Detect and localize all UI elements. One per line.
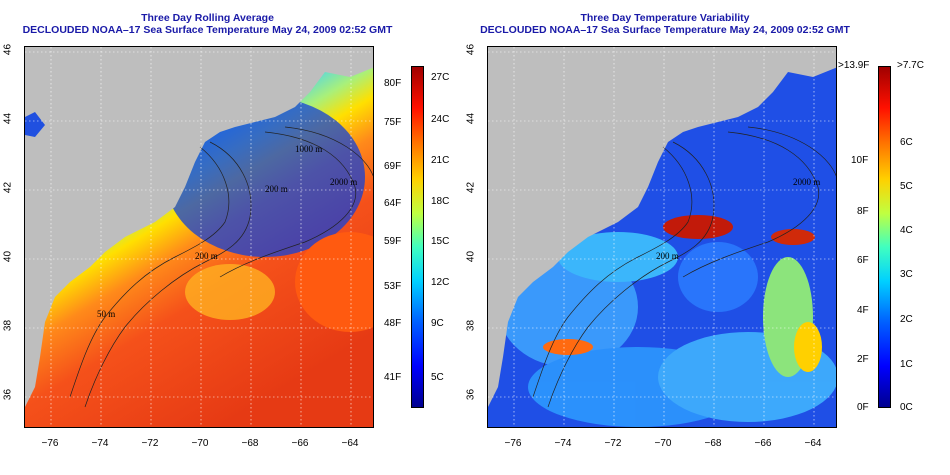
colorbar-f-label: >13.9F: [838, 60, 870, 71]
y-tick-label: 46: [465, 43, 477, 56]
left-map: 1000 m 2000 m 200 m 200 m 50 m: [24, 46, 374, 428]
x-tick-label: −70: [654, 438, 672, 449]
contour-50m: [69, 146, 230, 398]
colorbar-c-label: 5C: [900, 181, 913, 192]
left-title-line2: DECLOUDED NOAA–17 Sea Surface Temperatur…: [22, 24, 393, 36]
colorbar-c-label: >7.7C: [897, 60, 924, 71]
contour-label: 50 m: [97, 309, 115, 319]
right-map-svg: 2000 m 200 m: [488, 47, 836, 427]
colorbar-c-label: 0C: [900, 402, 913, 413]
colorbar-c-label: 15C: [431, 236, 450, 247]
colorbar-c-label: 21C: [431, 155, 450, 166]
y-tick-label: 38: [465, 319, 477, 332]
colorbar-c-label: 4C: [900, 225, 913, 236]
land-mass: [488, 47, 836, 407]
x-tick-label: −64: [341, 438, 359, 449]
colorbar-c-label: 9C: [431, 318, 444, 329]
x-tick-label: −66: [754, 438, 772, 449]
colorbar-c-label: 18C: [431, 196, 450, 207]
colorbar-c-label: 2C: [900, 314, 913, 325]
variability-hotspot: [794, 322, 822, 372]
contour-label: 1000 m: [295, 144, 322, 154]
colorbar-f-label: 41F: [384, 372, 402, 383]
colorbar-f-label: 10F: [851, 155, 869, 166]
island-water: [25, 112, 45, 137]
contour-label: 200 m: [265, 184, 288, 194]
variability-hotspot: [543, 339, 593, 355]
colorbar-c-label: 6C: [900, 137, 913, 148]
colorbar-f-label: 53F: [384, 281, 402, 292]
land-mass: [25, 47, 373, 407]
contour-2000m: [747, 126, 836, 177]
y-tick-label: 42: [2, 181, 14, 194]
x-tick-label: −68: [704, 438, 722, 449]
colorbar-c-label: 12C: [431, 277, 450, 288]
contour-label: 200 m: [195, 251, 218, 261]
colorbar-f-label: 4F: [857, 305, 869, 316]
left-colorbar: [411, 66, 424, 408]
left-map-svg: 1000 m 2000 m 200 m 200 m 50 m: [25, 47, 373, 427]
contour-2000m: [284, 126, 373, 177]
contour-label: 2000 m: [793, 177, 820, 187]
right-map: 2000 m 200 m: [487, 46, 837, 428]
left-title-line1: Three Day Rolling Average: [141, 12, 274, 24]
x-tick-label: −66: [291, 438, 309, 449]
right-colorbar: [878, 66, 891, 408]
colorbar-f-label: 69F: [384, 161, 402, 172]
colorbar-c-label: 5C: [431, 372, 444, 383]
contour-200m: [84, 141, 252, 408]
x-tick-label: −74: [91, 438, 109, 449]
y-tick-label: 40: [465, 250, 477, 263]
colorbar-c-label: 27C: [431, 72, 450, 83]
x-tick-label: −72: [604, 438, 622, 449]
variability-hotspot: [663, 215, 733, 239]
colorbar-c-label: 3C: [900, 269, 913, 280]
right-title-line2: DECLOUDED NOAA–17 Sea Surface Temperatur…: [480, 24, 850, 36]
x-tick-label: −76: [504, 438, 522, 449]
warm-core-ring: [295, 232, 373, 332]
colorbar-c-label: 24C: [431, 114, 450, 125]
y-tick-label: 42: [465, 181, 477, 194]
x-tick-label: −70: [191, 438, 209, 449]
left-title: Three Day Rolling Average DECLOUDED NOAA…: [20, 12, 395, 36]
colorbar-f-label: 8F: [857, 206, 869, 217]
y-tick-label: 44: [2, 112, 14, 125]
gulf-of-maine-cold-water: [165, 97, 365, 257]
y-tick-label: 46: [2, 43, 14, 56]
warm-eddy: [185, 264, 275, 320]
x-tick-label: −68: [241, 438, 259, 449]
x-tick-label: −64: [804, 438, 822, 449]
right-title: Three Day Temperature Variability DECLOU…: [480, 12, 850, 36]
x-tick-label: −76: [41, 438, 59, 449]
contour-200m: [547, 141, 715, 408]
contour-1000m: [682, 131, 820, 278]
colorbar-f-label: 80F: [384, 78, 402, 89]
contour-label: 200 m: [656, 251, 679, 261]
right-title-line1: Three Day Temperature Variability: [580, 12, 750, 24]
colorbar-f-label: 2F: [857, 354, 869, 365]
y-tick-label: 38: [2, 319, 14, 332]
colorbar-f-label: 64F: [384, 198, 402, 209]
colorbar-f-label: 59F: [384, 236, 402, 247]
y-tick-label: 36: [465, 388, 477, 401]
colorbar-f-label: 0F: [857, 402, 869, 413]
contour-1000m: [219, 131, 357, 278]
y-tick-label: 40: [2, 250, 14, 263]
variability-hotspot: [771, 229, 815, 245]
y-tick-label: 44: [465, 112, 477, 125]
contour-label: 2000 m: [330, 177, 357, 187]
colorbar-f-label: 75F: [384, 117, 402, 128]
colorbar-f-label: 48F: [384, 318, 402, 329]
x-tick-label: −72: [141, 438, 159, 449]
x-tick-label: −74: [554, 438, 572, 449]
y-tick-label: 36: [2, 388, 14, 401]
contour-50m: [532, 146, 693, 398]
colorbar-c-label: 1C: [900, 359, 913, 370]
colorbar-f-label: 6F: [857, 255, 869, 266]
